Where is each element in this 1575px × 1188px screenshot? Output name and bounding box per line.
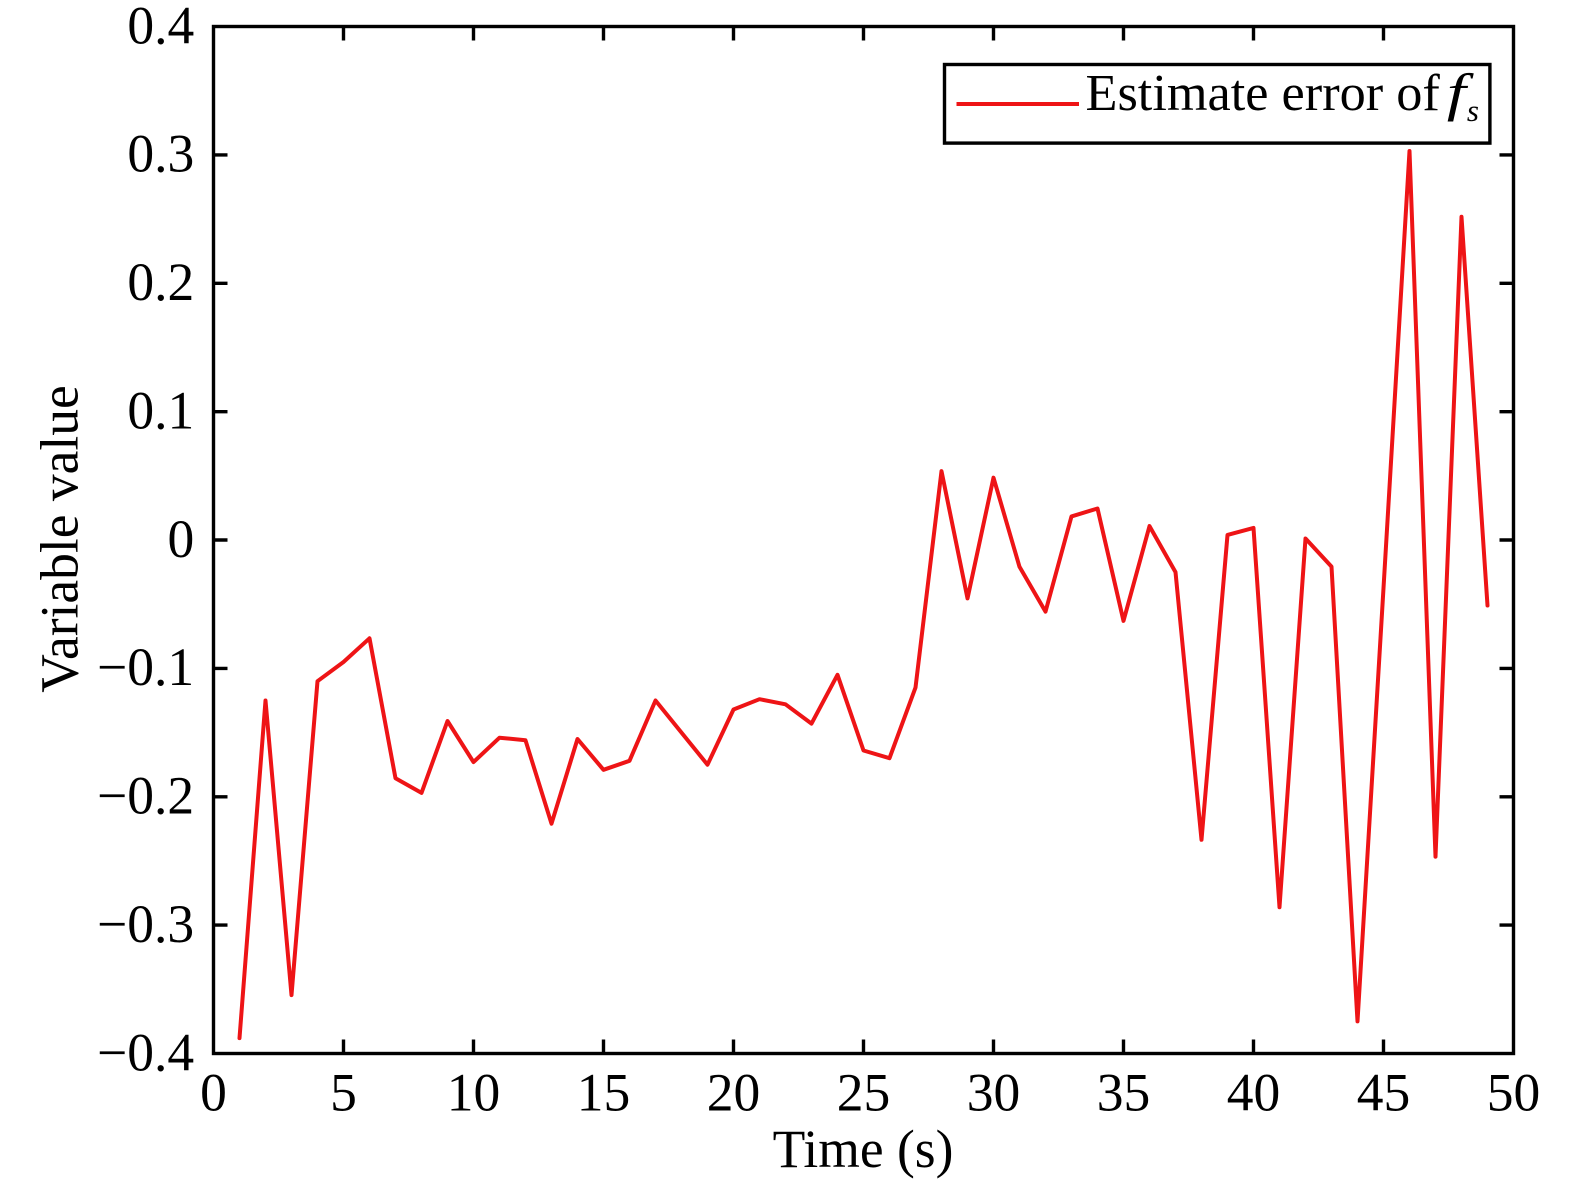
svg-text:40: 40 <box>1227 1063 1281 1123</box>
svg-text:Estimate error of fs: Estimate error of fs <box>1086 64 1479 128</box>
svg-text:−0.4: −0.4 <box>97 1022 194 1082</box>
svg-text:0: 0 <box>200 1063 227 1123</box>
svg-text:0.4: 0.4 <box>127 0 194 55</box>
svg-text:Time (s): Time (s) <box>773 1119 954 1179</box>
svg-text:−0.3: −0.3 <box>97 894 194 954</box>
svg-text:10: 10 <box>447 1063 501 1123</box>
svg-text:15: 15 <box>577 1063 631 1123</box>
svg-text:35: 35 <box>1097 1063 1151 1123</box>
svg-text:0.3: 0.3 <box>127 124 194 184</box>
svg-text:20: 20 <box>707 1063 761 1123</box>
svg-text:45: 45 <box>1357 1063 1411 1123</box>
svg-text:Variable value: Variable value <box>29 385 89 692</box>
svg-text:30: 30 <box>967 1063 1021 1123</box>
svg-text:50: 50 <box>1487 1063 1541 1123</box>
svg-text:5: 5 <box>330 1063 357 1123</box>
svg-text:−0.1: −0.1 <box>97 637 194 697</box>
svg-text:0.2: 0.2 <box>127 252 194 312</box>
svg-text:0.1: 0.1 <box>127 381 194 441</box>
svg-text:0: 0 <box>167 509 194 569</box>
svg-text:25: 25 <box>837 1063 891 1123</box>
svg-text:−0.2: −0.2 <box>97 766 194 826</box>
